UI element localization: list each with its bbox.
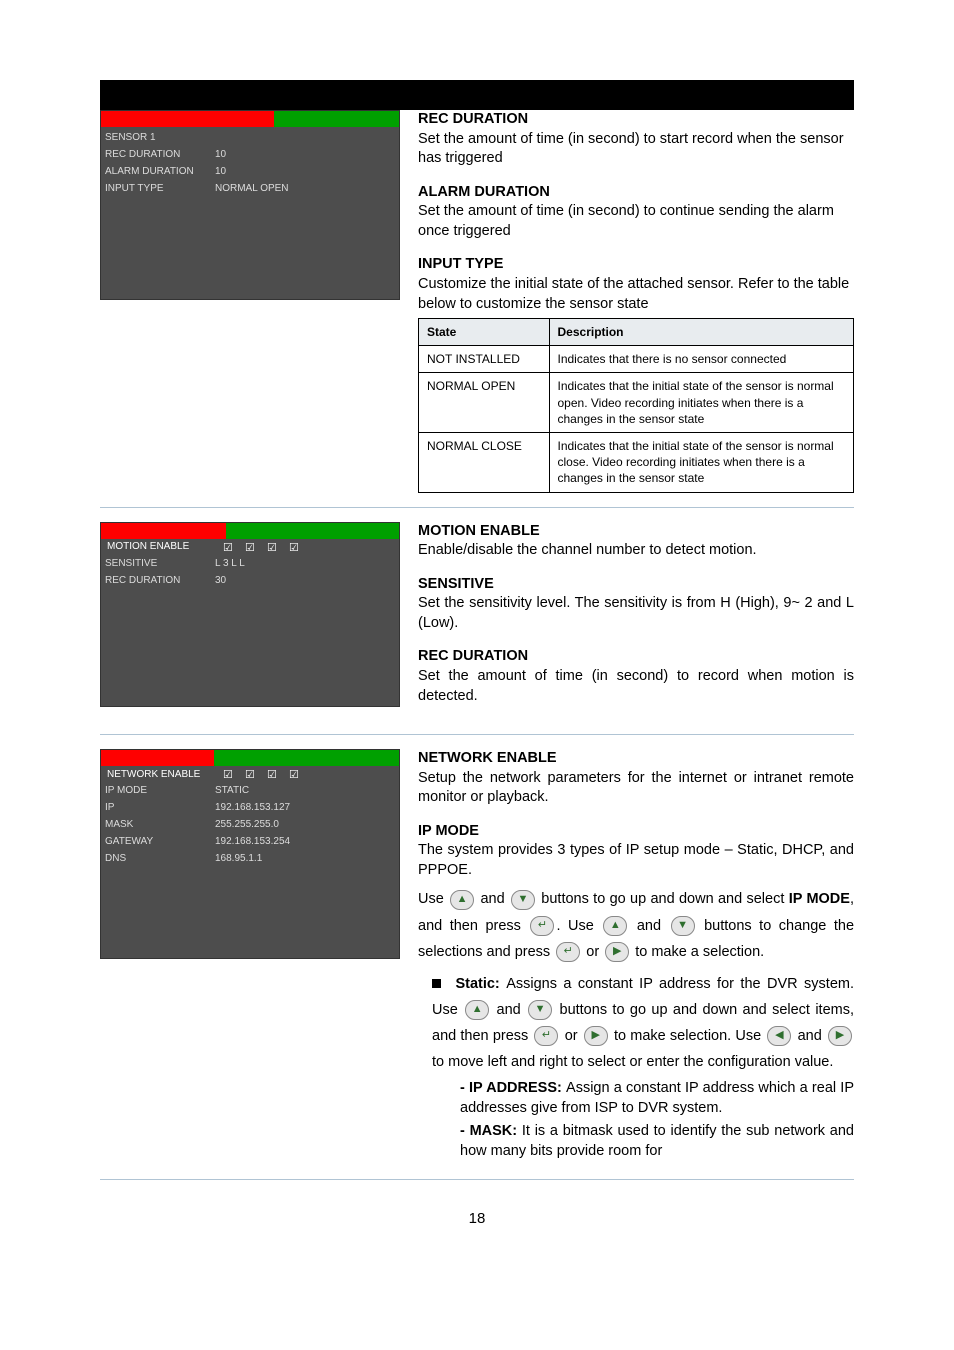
ip-mode-title: IP MODE xyxy=(418,823,479,839)
panel-row-label: REC DURATION xyxy=(105,149,215,160)
mask-label: - MASK: xyxy=(460,1123,522,1139)
sensor-state-table: State Description NOT INSTALLED Indicate… xyxy=(418,318,854,493)
sensitive-body: Set the sensitivity level. The sensitivi… xyxy=(418,595,854,631)
network-panel: NETWORK ENABLE ☑ ☑ ☑ ☑ IP MODESTATIC IP1… xyxy=(100,749,400,1165)
panel-row-val: 255.255.255.0 xyxy=(215,819,395,830)
ip-mode-word: IP MODE xyxy=(789,891,850,907)
right-arrow-icon: ▶ xyxy=(828,1026,852,1046)
table-row: NOT INSTALLED xyxy=(419,346,550,373)
alarm-duration-title: ALARM DURATION xyxy=(418,184,550,200)
panel-row-label: MASK xyxy=(105,819,215,830)
ip-address-label: - IP ADDRESS: xyxy=(460,1080,566,1096)
enter-icon: ↵ xyxy=(534,1026,558,1046)
motion-enable-body: Enable/disable the channel number to det… xyxy=(418,542,757,558)
checkbox-icon: ☑ xyxy=(289,541,301,553)
panel-row-label: SENSITIVE xyxy=(105,558,215,569)
table-row: NORMAL CLOSE xyxy=(419,433,550,493)
text: and xyxy=(497,1002,527,1018)
bullet-icon xyxy=(432,979,441,988)
panel-row-label: GATEWAY xyxy=(105,836,215,847)
text: or xyxy=(586,944,603,960)
panel-row-val: 10 xyxy=(215,149,395,160)
panel-row-label: INPUT TYPE xyxy=(105,183,215,194)
enter-icon: ↵ xyxy=(530,916,554,936)
motion-panel: MOTION ENABLE ☑ ☑ ☑ ☑ SENSITIVEL 3 L L R… xyxy=(100,522,400,721)
checkbox-icon: ☑ xyxy=(289,768,301,780)
right-arrow-icon: ▶ xyxy=(584,1026,608,1046)
panel-row-label: IP MODE xyxy=(105,785,215,796)
down-arrow-icon: ▼ xyxy=(511,890,535,910)
page-number: 18 xyxy=(100,1210,854,1227)
panel-row-val: 30 xyxy=(215,575,395,586)
text: Use xyxy=(418,891,448,907)
checkbox-icon: ☑ xyxy=(267,768,279,780)
motion-rec-body: Set the amount of time (in second) to re… xyxy=(418,668,854,704)
table-row: Indicates that the initial state of the … xyxy=(549,433,854,493)
panel-h2: SENSOR 1 xyxy=(105,132,215,143)
text: to make selection. Use xyxy=(614,1028,765,1044)
table-header-desc: Description xyxy=(549,319,854,346)
panel-row-val: 192.168.153.127 xyxy=(215,802,395,813)
checkbox-icon: ☑ xyxy=(245,768,257,780)
enter-icon: ↵ xyxy=(556,942,580,962)
text: and xyxy=(798,1028,826,1044)
table-row: Indicates that the initial state of the … xyxy=(549,373,854,433)
motion-enable-title: MOTION ENABLE xyxy=(418,523,540,539)
alarm-duration-body: Set the amount of time (in second) to co… xyxy=(418,203,834,239)
left-arrow-icon: ◀ xyxy=(767,1026,791,1046)
sensitive-title: SENSITIVE xyxy=(418,576,494,592)
text: and xyxy=(480,891,509,907)
text: or xyxy=(565,1028,582,1044)
header-black-bar xyxy=(100,80,854,110)
panel-row-label: DNS xyxy=(105,853,215,864)
checkbox-icon: ☑ xyxy=(267,541,279,553)
checkbox-icon: ☑ xyxy=(223,768,235,780)
panel-row-val: STATIC xyxy=(215,785,395,796)
text: and xyxy=(637,918,669,934)
network-enable-label: NETWORK ENABLE xyxy=(107,769,213,780)
panel-row-val: L 3 L L xyxy=(215,558,395,569)
panel-row-val: 10 xyxy=(215,166,395,177)
text: . Use xyxy=(556,918,601,934)
table-header-state: State xyxy=(419,319,550,346)
up-arrow-icon: ▲ xyxy=(603,916,627,936)
ip-mode-body1: The system provides 3 types of IP setup … xyxy=(418,842,854,878)
text: to move left and right to select or ente… xyxy=(432,1054,833,1070)
panel-row-label: IP xyxy=(105,802,215,813)
rec-duration-body: Set the amount of time (in second) to st… xyxy=(418,131,844,167)
input-type-title: INPUT TYPE xyxy=(418,256,503,272)
right-arrow-icon: ▶ xyxy=(605,942,629,962)
rec-duration-title: REC DURATION xyxy=(418,111,528,127)
down-arrow-icon: ▼ xyxy=(671,916,695,936)
up-arrow-icon: ▲ xyxy=(465,1000,489,1020)
table-row: Indicates that there is no sensor connec… xyxy=(549,346,854,373)
static-label: Static: xyxy=(455,976,506,992)
panel-row-val: 192.168.153.254 xyxy=(215,836,395,847)
motion-rec-title: REC DURATION xyxy=(418,648,528,664)
table-row: NORMAL OPEN xyxy=(419,373,550,433)
text: to make a selection. xyxy=(635,944,764,960)
network-enable-body: Setup the network parameters for the int… xyxy=(418,770,854,806)
panel-row-val: 168.95.1.1 xyxy=(215,853,395,864)
checkbox-icon: ☑ xyxy=(223,541,235,553)
panel-row-label: REC DURATION xyxy=(105,575,215,586)
checkbox-icon: ☑ xyxy=(245,541,257,553)
sensor-panel: SENSOR 1 REC DURATION10 ALARM DURATION10… xyxy=(100,110,400,493)
motion-enable-label: MOTION ENABLE xyxy=(107,541,213,552)
panel-row-label: ALARM DURATION xyxy=(105,166,215,177)
input-type-body: Customize the initial state of the attac… xyxy=(418,276,849,312)
panel-row-val: NORMAL OPEN xyxy=(215,183,395,194)
down-arrow-icon: ▼ xyxy=(528,1000,552,1020)
up-arrow-icon: ▲ xyxy=(450,890,474,910)
network-enable-title: NETWORK ENABLE xyxy=(418,750,557,766)
text: buttons to go up and down and select xyxy=(541,891,788,907)
